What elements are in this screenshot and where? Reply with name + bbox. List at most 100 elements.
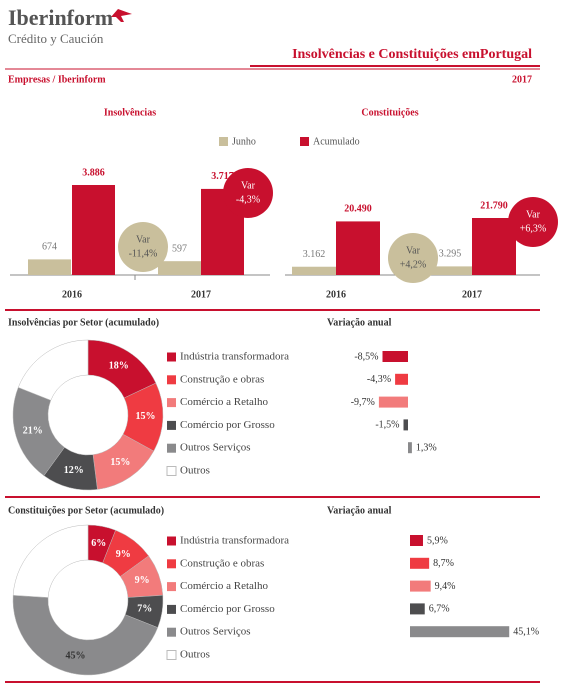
var-bar bbox=[410, 580, 431, 592]
slice-label: 45% bbox=[65, 650, 85, 661]
value-label: 3.886 bbox=[82, 167, 105, 178]
legend-swatch bbox=[167, 627, 176, 637]
var-title: Var bbox=[241, 180, 256, 191]
slice-label: 6% bbox=[91, 538, 106, 549]
legend-label: Outros Serviços bbox=[180, 626, 251, 638]
section-title: Constituições por Setor (acumulado) bbox=[8, 505, 164, 516]
var-label: 9,4% bbox=[435, 581, 456, 592]
legend-swatch bbox=[167, 375, 176, 385]
donut-slice bbox=[12, 524, 89, 598]
legend-label: Outros bbox=[180, 649, 210, 661]
var-bar bbox=[408, 442, 412, 454]
var-title: Var bbox=[526, 209, 541, 220]
var-label: 45,1% bbox=[513, 626, 539, 637]
section-title: Variação anual bbox=[327, 317, 392, 328]
bar bbox=[292, 266, 336, 275]
slice-label: 18% bbox=[109, 361, 129, 372]
value-label: 20.490 bbox=[344, 204, 372, 215]
bar bbox=[28, 259, 71, 275]
legend-swatch bbox=[166, 650, 177, 660]
value-label: 21.790 bbox=[480, 200, 508, 211]
var-bubble bbox=[388, 233, 438, 283]
section-title: Insolvências por Setor (acumulado) bbox=[8, 317, 159, 328]
slice-label: 15% bbox=[110, 457, 130, 468]
subtitle: Empresas / Iberinform bbox=[8, 74, 106, 85]
bar bbox=[158, 261, 201, 275]
donut-slice bbox=[12, 595, 159, 676]
legend-swatch bbox=[166, 466, 177, 476]
x-tick-label: 2016 bbox=[326, 289, 346, 300]
var-label: 6,7% bbox=[429, 604, 450, 615]
legend-label: Indústria transformadora bbox=[180, 351, 289, 363]
var-label: -9,7% bbox=[351, 397, 375, 408]
logo-plane bbox=[111, 9, 132, 22]
x-tick-label: 2017 bbox=[191, 289, 211, 300]
var-label: 1,3% bbox=[416, 442, 437, 453]
slice-label: 9% bbox=[135, 575, 150, 586]
slice-label: 15% bbox=[135, 411, 155, 422]
legend-label: Construção e obras bbox=[180, 557, 264, 569]
value-label: 3.295 bbox=[439, 249, 462, 260]
var-bar bbox=[382, 351, 408, 362]
var-bar bbox=[395, 373, 408, 385]
legend-swatch bbox=[167, 559, 176, 569]
slice-label: 21% bbox=[23, 425, 43, 436]
var-title: Var bbox=[136, 234, 151, 245]
section-title: Variação anual bbox=[327, 505, 392, 516]
page-title: Insolvências e Constituições emPortugal bbox=[292, 47, 532, 62]
value-label: 3.162 bbox=[303, 249, 326, 260]
var-value: -11,4% bbox=[129, 248, 158, 259]
value-label: 3.717 bbox=[211, 171, 234, 182]
chart-title: Insolvências bbox=[104, 107, 156, 118]
brand: Iberinform bbox=[8, 5, 113, 30]
legend-label: Indústria transformadora bbox=[180, 535, 289, 547]
legend-label: Comércio a Retalho bbox=[180, 580, 268, 592]
x-tick-label: 2017 bbox=[462, 289, 482, 300]
legend-label: Construção e obras bbox=[180, 373, 264, 385]
var-bar bbox=[378, 396, 408, 408]
var-value: -4,3% bbox=[236, 194, 260, 205]
var-bar bbox=[410, 535, 423, 546]
var-value: +4,2% bbox=[400, 259, 426, 270]
legend-swatch bbox=[167, 582, 176, 592]
var-label: 8,7% bbox=[433, 558, 454, 569]
var-label: 5,9% bbox=[427, 535, 448, 546]
legend-label: Junho bbox=[232, 136, 256, 147]
legend-label: Comércio a Retalho bbox=[180, 396, 268, 408]
value-label: 597 bbox=[172, 243, 187, 254]
var-label: -4,3% bbox=[367, 374, 391, 385]
legend-label: Outros Serviços bbox=[180, 442, 251, 454]
year: 2017 bbox=[512, 74, 532, 85]
bar bbox=[72, 185, 115, 275]
var-bar bbox=[410, 603, 425, 615]
var-label: -8,5% bbox=[354, 351, 378, 362]
slice-label: 7% bbox=[137, 603, 152, 614]
var-bubble bbox=[223, 168, 273, 218]
legend-label: Comércio por Grosso bbox=[180, 603, 275, 615]
bar bbox=[336, 221, 380, 275]
var-title: Var bbox=[406, 245, 421, 256]
donut-slice bbox=[17, 339, 89, 401]
var-bar bbox=[410, 626, 510, 638]
chart-title: Constituições bbox=[361, 107, 418, 118]
legend-swatch bbox=[167, 604, 176, 614]
value-label: 674 bbox=[42, 242, 57, 253]
legend-swatch bbox=[300, 137, 309, 146]
tagline: Crédito y Caución bbox=[8, 31, 104, 46]
var-label: -1,5% bbox=[375, 420, 399, 431]
var-bar bbox=[410, 557, 430, 569]
legend-swatch bbox=[167, 420, 176, 430]
x-tick-label: 2016 bbox=[62, 289, 82, 300]
legend-label: Comércio por Grosso bbox=[180, 419, 275, 431]
slice-label: 12% bbox=[64, 465, 84, 476]
legend-label: Acumulado bbox=[313, 136, 360, 147]
slice-label: 9% bbox=[116, 549, 131, 560]
legend-swatch bbox=[219, 137, 228, 146]
legend-swatch bbox=[167, 398, 176, 408]
var-value: +6,3% bbox=[520, 223, 546, 234]
var-bubble bbox=[508, 197, 558, 247]
bar bbox=[428, 266, 472, 275]
legend-swatch bbox=[167, 352, 176, 362]
var-bubble bbox=[118, 222, 168, 272]
